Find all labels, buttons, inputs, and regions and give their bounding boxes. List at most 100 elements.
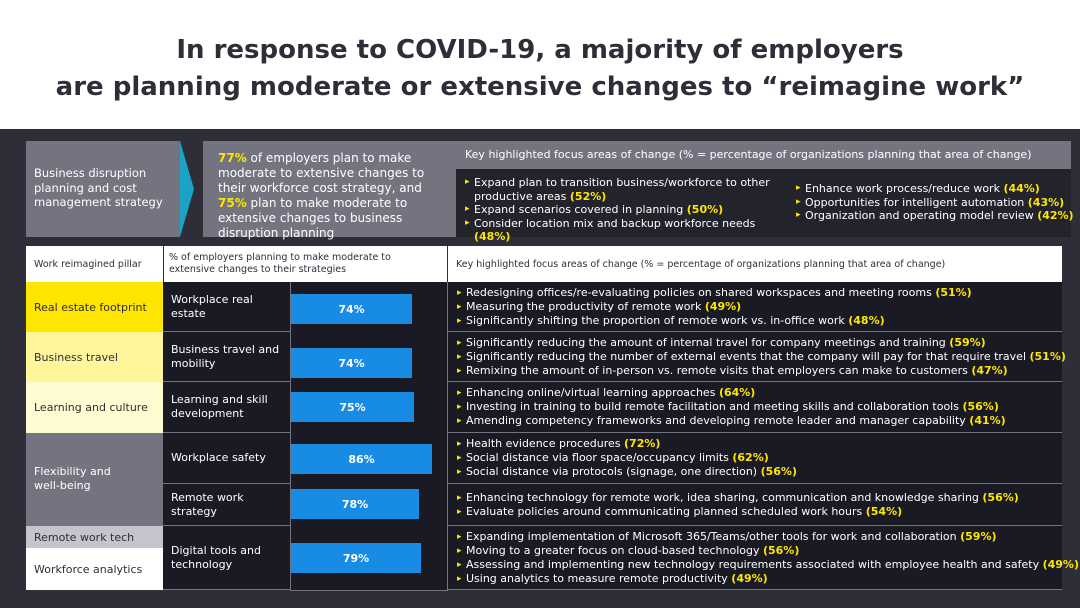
summary-box: 77% of employers plan to make moderate t… xyxy=(203,141,456,240)
focus-area-item: Enhancing technology for remote work, id… xyxy=(457,491,1062,505)
bar-cell: 79% xyxy=(290,526,448,591)
focus-area-text: Moving to a greater focus on cloud-based… xyxy=(466,543,763,557)
focus-area-text: Opportunities for intelligent automation xyxy=(805,195,1028,209)
action-label: Remote work strategy xyxy=(163,484,290,526)
percent-bar: 74% xyxy=(291,294,412,324)
focus-area-percent: (48%) xyxy=(848,313,885,327)
focus-area-text: Health evidence procedures xyxy=(466,437,625,450)
focus-area-list: Significantly reducing the amount of int… xyxy=(447,332,1066,382)
focus-area-item: Organization and operating model review … xyxy=(796,209,1074,223)
pillar-label: Remote work tech xyxy=(26,526,163,548)
focus-area-item: Remixing the amount of in-person vs. rem… xyxy=(457,364,1062,378)
focus-area-text: Significantly reducing the amount of int… xyxy=(466,335,950,349)
action-label: Workplace real estate xyxy=(163,282,290,332)
focus-area-percent: (52%) xyxy=(569,189,607,203)
action-label: Business travel and mobility xyxy=(163,332,290,382)
focus-area-item: Measuring the productivity of remote wor… xyxy=(457,300,1062,314)
focus-area-percent: (59%) xyxy=(960,529,997,543)
focus-area-list: Enhancing online/virtual learning approa… xyxy=(447,382,1062,433)
pillar-label: Learning and culture xyxy=(26,382,163,433)
chevron-right-icon xyxy=(180,141,194,237)
focus-area-item: Expand scenarios covered in planning (50… xyxy=(465,203,785,217)
focus-area-item: Health evidence procedures (72%) xyxy=(457,437,1062,451)
focus-area-item: Enhance work process/reduce work (44%) xyxy=(796,182,1071,196)
summary-text-1: of employers plan to make moderate to ex… xyxy=(218,151,425,195)
focus-area-text: Remixing the amount of in-person vs. rem… xyxy=(466,363,972,377)
focus-area-text: Significantly shifting the proportion of… xyxy=(466,313,849,327)
title-band: In response to COVID-19, a majority of e… xyxy=(0,0,1080,129)
focus-area-item: Significantly shifting the proportion of… xyxy=(457,314,1062,328)
focus-area-list: Redesigning offices/re-evaluating polici… xyxy=(447,282,1062,332)
focus-area-percent: (50%) xyxy=(686,203,724,216)
focus-area-percent: (54%) xyxy=(865,504,903,518)
focus-area-text: Expanding implementation of Microsoft 36… xyxy=(466,529,961,543)
focus-area-text: Evaluate policies around communicating p… xyxy=(466,504,866,518)
focus-area-percent: (51%) xyxy=(935,285,972,299)
pillar-label: Workforce analytics xyxy=(26,548,163,590)
focus-area-percent: (48%) xyxy=(474,230,511,243)
focus-area-percent: (56%) xyxy=(962,400,999,413)
focus-area-text: Assessing and implementing new technolog… xyxy=(466,557,1043,571)
bar-cell: 74% xyxy=(290,332,448,383)
focus-area-item: Expanding implementation of Microsoft 36… xyxy=(457,530,1062,544)
focus-area-item: Significantly reducing the number of ext… xyxy=(457,349,1066,364)
title-line-1: In response to COVID-19, a majority of e… xyxy=(176,35,904,65)
focus-area-item: Assessing and implementing new technolog… xyxy=(457,557,1079,572)
focus-area-item: Investing in training to build remote fa… xyxy=(457,400,1062,414)
focus-area-text: Enhancing online/virtual learning approa… xyxy=(466,386,719,399)
focus-area-item: Significantly reducing the amount of int… xyxy=(457,336,1062,350)
focus-area-item: Opportunities for intelligent automation… xyxy=(796,196,1071,210)
focus-area-text: Consider location mix and backup workfor… xyxy=(474,216,756,230)
page-title: In response to COVID-19, a majority of e… xyxy=(0,32,1080,106)
focus-area-item: Using analytics to measure remote produc… xyxy=(457,572,1062,586)
focus-area-text: Expand plan to transition business/workf… xyxy=(474,176,770,203)
percent-bar: 79% xyxy=(291,543,421,573)
focus-area-text: Organization and operating model review xyxy=(805,209,1038,222)
focus-area-list: Enhancing technology for remote work, id… xyxy=(447,484,1062,526)
top-key-header: Key highlighted focus areas of change (%… xyxy=(456,141,1071,169)
focus-area-text: Enhancing technology for remote work, id… xyxy=(466,490,983,504)
focus-area-item: Amending competency frameworks and devel… xyxy=(457,414,1062,428)
focus-area-percent: (56%) xyxy=(762,543,800,557)
focus-area-item: Enhancing online/virtual learning approa… xyxy=(457,386,1062,400)
focus-area-percent: (49%) xyxy=(1042,557,1079,571)
focus-area-percent: (56%) xyxy=(760,465,797,478)
pillar-label: Flexibility and well-being xyxy=(26,433,163,526)
top-key-column-2: Enhance work process/reduce work (44%)Op… xyxy=(796,182,1074,223)
focus-area-text: Enhance work process/reduce work xyxy=(805,182,1004,195)
focus-area-percent: (72%) xyxy=(624,437,661,450)
action-label: Learning and skill development xyxy=(163,382,290,433)
focus-area-percent: (49%) xyxy=(704,299,742,313)
focus-area-percent: (62%) xyxy=(732,451,769,464)
focus-area-list: Health evidence procedures (72%)Social d… xyxy=(447,433,1062,484)
focus-area-percent: (41%) xyxy=(969,414,1006,427)
percent-bar: 78% xyxy=(291,489,419,519)
disruption-label: Business disruption planning and cost ma… xyxy=(26,141,180,237)
focus-area-text: Expand scenarios covered in planning xyxy=(474,203,687,216)
focus-area-text: Measuring the productivity of remote wor… xyxy=(466,299,705,313)
percent-bar: 75% xyxy=(291,392,414,422)
summary-pct-1: 77% xyxy=(218,151,247,165)
percent-bar: 74% xyxy=(291,348,412,378)
percent-bar: 86% xyxy=(291,444,432,474)
focus-area-text: Investing in training to build remote fa… xyxy=(466,400,963,413)
action-label: Digital tools and technology xyxy=(163,526,290,590)
focus-area-text: Amending competency frameworks and devel… xyxy=(466,414,970,427)
focus-area-percent: (47%) xyxy=(971,363,1008,377)
focus-area-percent: (42%) xyxy=(1037,209,1074,222)
focus-area-text: Using analytics to measure remote produc… xyxy=(466,571,732,585)
bar-cell: 74% xyxy=(290,282,448,333)
focus-area-percent: (43%) xyxy=(1027,195,1065,209)
focus-area-item: Moving to a greater focus on cloud-based… xyxy=(457,544,1062,558)
bar-cell: 78% xyxy=(290,484,448,527)
focus-area-item: Consider location mix and backup workfor… xyxy=(465,217,785,244)
focus-area-percent: (44%) xyxy=(1003,182,1040,195)
header-key: Key highlighted focus areas of change (%… xyxy=(456,259,946,270)
focus-area-percent: (59%) xyxy=(949,335,986,349)
focus-area-text: Redesigning offices/re-evaluating polici… xyxy=(466,285,936,299)
focus-area-percent: (56%) xyxy=(982,490,1019,504)
focus-area-text: Social distance via floor space/occupanc… xyxy=(466,451,733,464)
focus-area-text: Significantly reducing the number of ext… xyxy=(466,349,1030,363)
header-pillar: Work reimagined pillar xyxy=(34,259,142,270)
header-divider xyxy=(447,246,448,282)
